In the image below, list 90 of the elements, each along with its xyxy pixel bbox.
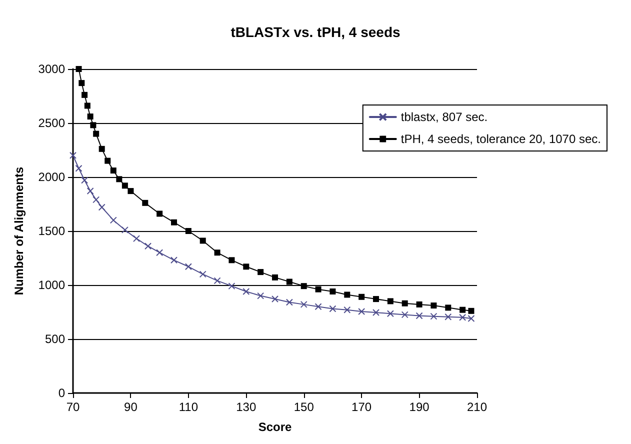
y-tick-label: 3000 [38,62,66,76]
point [128,188,134,194]
point [84,102,90,109]
point [110,168,116,174]
point [430,302,437,309]
point [358,308,366,315]
legend-label: tblastx, 807 sec. [400,110,488,124]
x-tick-label: 110 [178,400,198,414]
point [170,256,178,264]
x-tick-label: 70 [66,400,80,414]
point [373,296,379,302]
point [330,288,336,294]
point [300,283,307,290]
point [200,238,206,244]
point [243,264,250,270]
point [387,298,394,304]
point [156,210,163,217]
point [386,310,394,318]
point [444,313,452,320]
point [122,182,128,189]
point [214,250,220,256]
y-tick-label: 1500 [38,224,66,238]
point [258,269,264,276]
point [87,114,94,120]
point [358,294,365,300]
point [81,176,88,184]
point [315,286,322,292]
point [372,309,380,316]
point [86,188,94,195]
point [116,176,122,182]
y-tick-label: 1000 [38,278,66,292]
point [329,305,336,312]
point [300,300,308,308]
point [286,278,292,285]
point [142,200,148,206]
point [199,270,206,278]
point [78,80,85,86]
x-tick-label: 150 [294,400,314,414]
point [228,282,236,290]
legend-label: tPH, 4 seeds, tolerance 20, 1070 sec. [400,132,602,146]
point [214,277,221,284]
point [156,249,164,256]
point [92,196,100,204]
point [82,92,88,98]
point [459,314,466,321]
point [416,301,422,308]
y-tick-label: 2500 [38,116,66,130]
point [402,300,408,306]
x-tick-label: 90 [124,400,138,414]
point [90,122,96,128]
point [171,219,177,226]
point [104,158,111,164]
x-axis-title: Score [258,420,292,434]
point [70,152,76,159]
point [445,304,452,311]
x-tick-label: 190 [409,400,430,414]
point [132,235,140,242]
point [76,66,82,72]
x-tick-label: 170 [352,400,372,414]
point [257,292,264,300]
point [242,288,250,295]
point [121,226,128,234]
point [75,164,82,172]
chart-title: tBLASTx vs. tPH, 4 seeds [230,24,401,40]
y-tick-label: 500 [44,332,66,346]
point [272,296,278,303]
point [430,312,438,320]
point [93,130,100,137]
point [286,298,293,306]
point [468,314,475,322]
point [228,257,235,264]
point [314,303,322,310]
x-tick-label: 210 [466,400,488,414]
y-axis-title: Number of Alignments [12,166,26,296]
point [144,242,152,250]
point [110,216,117,224]
point [344,306,351,314]
y-tick-label: 0 [58,386,66,400]
point [468,308,474,314]
y-tick-label: 2000 [38,170,66,184]
point [272,274,278,280]
point [460,306,466,313]
point [401,311,408,318]
point [185,228,192,234]
point [98,146,105,152]
point [416,312,423,320]
point [184,263,192,270]
point [98,204,106,211]
x-tick-label: 130 [236,400,256,414]
point [344,292,350,298]
